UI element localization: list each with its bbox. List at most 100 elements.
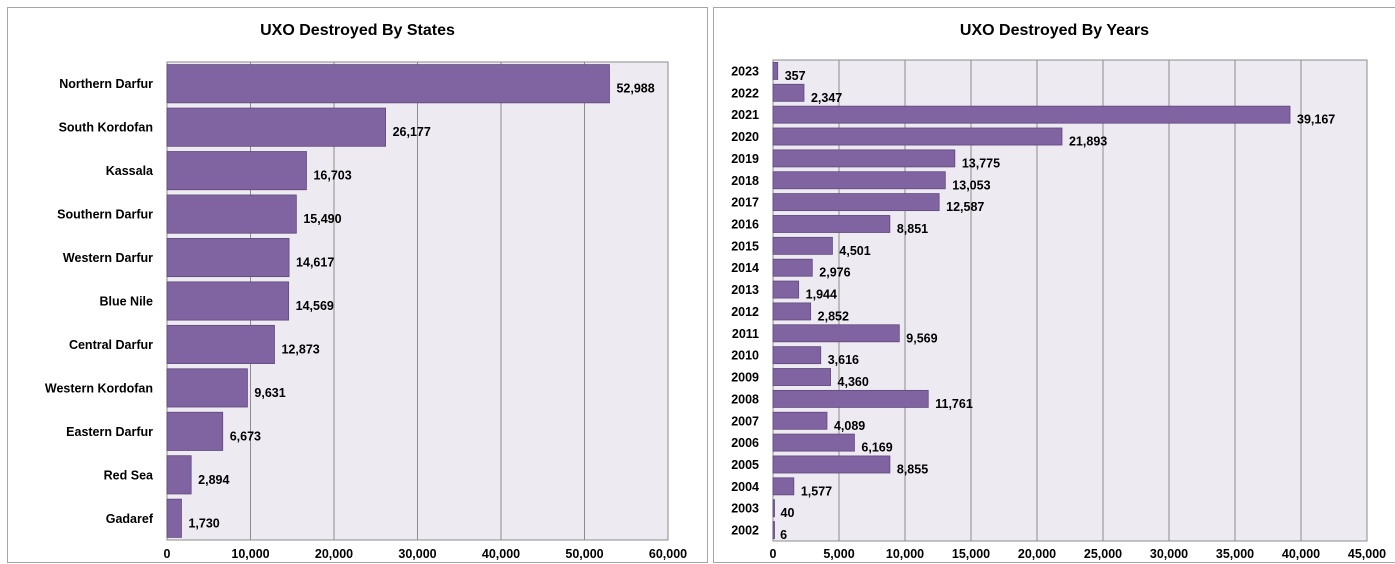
data-label: 9,569 [906, 331, 937, 345]
category-label: 2023 [731, 64, 759, 78]
bar [772, 455, 891, 474]
chart-panel-states: UXO Destroyed By States 0 10,000 20,000 30,… [7, 7, 708, 563]
data-label: 4,501 [839, 244, 870, 258]
category-label: South Kordofan [59, 121, 153, 135]
category-label: 2004 [731, 480, 759, 494]
bar [166, 281, 290, 321]
data-label: 21,893 [1069, 135, 1107, 149]
category-label: Gadaref [106, 512, 154, 526]
category-label: 2015 [731, 239, 759, 253]
x-tick-label: 20,000 [1018, 547, 1056, 561]
data-label: 11,761 [935, 397, 973, 411]
category-label: 2011 [732, 327, 759, 341]
data-label: 14,617 [296, 256, 334, 270]
bar [772, 389, 929, 408]
category-label: 2009 [731, 371, 759, 385]
x-tick-label: 15,000 [952, 547, 990, 561]
category-label: Western Kordofan [45, 381, 153, 395]
bar [772, 171, 946, 190]
category-label: Blue Nile [100, 295, 154, 309]
bar [772, 105, 1291, 124]
bar [772, 258, 813, 277]
data-label: 2,976 [819, 266, 850, 280]
data-label: 1,577 [801, 484, 832, 498]
data-label: 39,167 [1297, 113, 1335, 127]
data-label: 1,944 [806, 288, 837, 302]
category-label: Western Darfur [63, 251, 153, 265]
data-label: 40 [781, 506, 795, 520]
x-tick-label: 50,000 [565, 547, 603, 561]
x-tick-label: 20,000 [315, 547, 353, 561]
data-label: 16,703 [313, 169, 351, 183]
bar [772, 346, 822, 365]
category-label: Kassala [106, 164, 154, 178]
category-label: Northern Darfur [59, 77, 153, 91]
x-tick-label: 10,000 [231, 547, 269, 561]
bar [772, 521, 775, 539]
x-tick-label: 30,000 [398, 547, 436, 561]
bar [166, 107, 386, 147]
x-tick-label: 10,000 [886, 547, 924, 561]
bar [772, 433, 855, 452]
bar [772, 411, 828, 430]
data-label: 8,855 [897, 462, 928, 476]
bar [166, 238, 290, 278]
data-label: 3,616 [828, 353, 859, 367]
data-label: 9,631 [254, 386, 285, 400]
category-label: 2013 [731, 283, 759, 297]
x-tick-label: 0 [164, 547, 171, 561]
bar [166, 498, 182, 538]
category-label: 2006 [731, 436, 759, 450]
bar [772, 127, 1063, 146]
bar [772, 499, 775, 518]
data-label: 2,894 [198, 473, 229, 487]
bar [772, 368, 831, 386]
category-label: 2021 [731, 108, 759, 122]
x-tick-label: 35,000 [1216, 547, 1254, 561]
bar [166, 455, 192, 495]
category-label: 2012 [731, 305, 759, 319]
category-label: Central Darfur [69, 338, 153, 352]
bar [772, 62, 779, 80]
bar [166, 151, 307, 191]
bar-chart-years: 0 5,000 10,000 15,000 20,000 25,000 30,000 35,0… [731, 59, 1386, 561]
bar [166, 411, 224, 451]
chart-panel-years: UXO Destroyed By Years 0 5,000 10,000 15,00… [713, 7, 1395, 563]
category-label: Eastern Darfur [66, 425, 153, 439]
x-tick-label: 45,000 [1348, 547, 1386, 561]
category-label: 2007 [731, 414, 759, 428]
x-tick-label: 30,000 [1150, 547, 1188, 561]
bar [772, 302, 812, 321]
data-label: 15,490 [303, 212, 341, 226]
data-label: 13,053 [952, 178, 990, 192]
category-label: 2022 [731, 86, 759, 100]
category-label: 2017 [731, 196, 759, 210]
category-label: 2019 [731, 152, 759, 166]
category-label: 2016 [731, 217, 759, 231]
category-label: 2010 [731, 349, 759, 363]
data-label: 52,988 [616, 82, 654, 96]
x-tick-label: 40,000 [482, 547, 520, 561]
bar [166, 324, 275, 364]
x-tick-label: 0 [770, 547, 777, 561]
data-label: 6,673 [230, 429, 261, 443]
bar [166, 194, 297, 234]
category-label: 2018 [731, 174, 759, 188]
bar [166, 368, 248, 408]
bar [772, 236, 833, 255]
data-label: 4,089 [834, 419, 865, 433]
data-label: 12,587 [946, 200, 984, 214]
category-label: 2020 [731, 130, 759, 144]
category-label: 2014 [731, 261, 759, 275]
bar [772, 215, 891, 233]
data-label: 13,775 [962, 156, 1000, 170]
category-label: 2005 [731, 458, 759, 472]
data-label: 6 [780, 528, 787, 542]
bar [772, 83, 805, 102]
bar [772, 149, 956, 168]
data-label: 8,851 [897, 222, 928, 236]
bar [772, 280, 800, 299]
bar-chart-states: 0 10,000 20,000 30,000 40,000 50,000 60,000 Nor… [45, 61, 687, 561]
data-label: 4,360 [838, 375, 869, 389]
data-label: 6,169 [861, 441, 892, 455]
